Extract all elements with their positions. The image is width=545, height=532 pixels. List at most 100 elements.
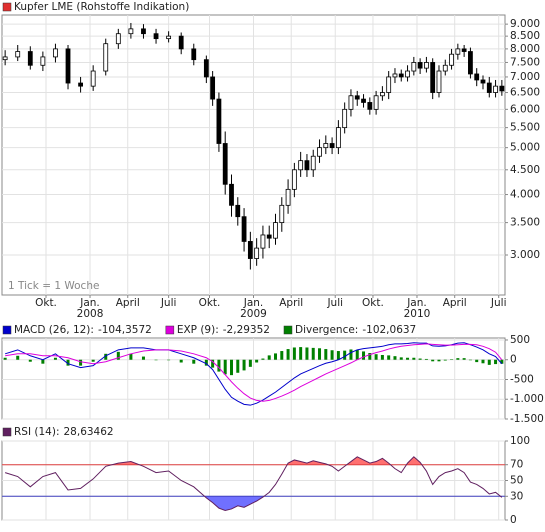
x-tick-label: April [443, 297, 467, 309]
divergence-bar [223, 359, 227, 375]
candle-body [291, 169, 297, 190]
candle-body [260, 234, 266, 249]
divergence-bar [443, 359, 447, 361]
y-tick-label: 30 [510, 490, 523, 502]
candle-body [178, 35, 184, 50]
candle-body [317, 147, 322, 157]
candle-body [449, 53, 454, 66]
candle-body [367, 102, 373, 110]
candle-body [247, 241, 253, 259]
candle-body [153, 33, 159, 40]
candle-body [499, 85, 505, 92]
divergence-bar [374, 354, 378, 360]
divergence-bar [318, 348, 322, 360]
candle-body [298, 160, 304, 171]
annotation: 1 Tick = 1 Woche [8, 280, 99, 292]
candle-body [417, 62, 423, 69]
divergence-bar [305, 347, 309, 360]
series-line [4, 342, 503, 406]
x-tick-label: Juli [326, 297, 343, 309]
legend-value: 28,63462 [64, 426, 114, 438]
divergence-bar [280, 351, 284, 360]
y-tick-label: 6.000 [510, 103, 540, 115]
candle-body [141, 28, 146, 35]
y-tick-label: 9.000 [510, 18, 540, 30]
candle-body [266, 234, 272, 239]
candle-body [373, 95, 379, 110]
x-tick-label: April [116, 297, 140, 309]
candle-body [78, 82, 83, 87]
candle-body [279, 204, 285, 224]
divergence-bar [299, 347, 303, 360]
divergence-bar [500, 359, 504, 364]
candle-body [398, 73, 404, 78]
divergence-bar [355, 349, 359, 360]
divergence-bar [242, 359, 246, 371]
divergence-bar [412, 357, 416, 360]
x-tick-label: Okt. [362, 297, 384, 309]
x-year-label: 2008 [77, 308, 104, 320]
candle-body [285, 188, 291, 206]
candle-body [348, 95, 354, 110]
divergence-bar [236, 359, 240, 373]
x-tick-label: April [279, 297, 303, 309]
candle-body [323, 143, 329, 149]
y-tick-label: 4.500 [510, 164, 540, 176]
candle-body [424, 62, 429, 69]
divergence-bar [141, 356, 145, 360]
y-tick-label: 0 [510, 354, 517, 366]
legend-label: Divergence: [295, 324, 358, 336]
legend-label: MACD (26, 12): [14, 324, 94, 336]
candle-body [191, 48, 197, 61]
divergence-bar [362, 351, 366, 360]
divergence-bar [41, 359, 45, 364]
candle-body [128, 28, 134, 35]
y-tick-label: 7.500 [510, 56, 540, 68]
x-year-label: 2010 [404, 308, 431, 320]
candle-body [392, 73, 398, 78]
divergence-bar [475, 359, 479, 363]
candle-body [15, 51, 21, 58]
y-tick-label: 50 [510, 475, 523, 487]
legend-swatch [283, 325, 293, 335]
legend-label: RSI (14): [14, 426, 60, 438]
divergence-bar [393, 356, 397, 360]
y-tick-label: -500 [510, 373, 534, 385]
candle-body [354, 95, 360, 100]
divergence-bar [217, 359, 221, 372]
candle-body [342, 108, 348, 129]
x-tick-label: Juli [490, 297, 507, 309]
divergence-bar [91, 359, 95, 362]
candle-body [461, 48, 467, 52]
divergence-bar [450, 359, 454, 360]
candle-body [379, 92, 385, 97]
x-year-label: 2009 [240, 308, 267, 320]
candle-body [229, 183, 234, 206]
legend-swatch [2, 427, 12, 437]
title-swatch [2, 2, 12, 12]
y-tick-label: 6.500 [510, 87, 540, 99]
candle-body [241, 216, 247, 242]
candle-body [335, 127, 341, 149]
divergence-bar [179, 359, 183, 363]
y-tick-label: 7.000 [510, 71, 540, 83]
legend-value: -2,29352 [223, 324, 270, 336]
divergence-bar [437, 359, 441, 362]
divergence-bar [311, 347, 315, 360]
divergence-bar [487, 359, 491, 365]
y-tick-label: -1.000 [510, 393, 544, 405]
divergence-bar [456, 358, 460, 360]
candle-body [203, 59, 209, 78]
candle-body [486, 82, 492, 93]
y-tick-label: -1.500 [510, 413, 544, 425]
legend-swatch [2, 325, 12, 335]
divergence-bar [399, 357, 403, 360]
x-tick-label: Jan. [406, 297, 427, 309]
divergence-bar [66, 359, 70, 366]
candle-body [405, 70, 410, 78]
divergence-bar [3, 357, 7, 360]
series-line [5, 343, 503, 402]
divergence-bar [274, 353, 278, 360]
